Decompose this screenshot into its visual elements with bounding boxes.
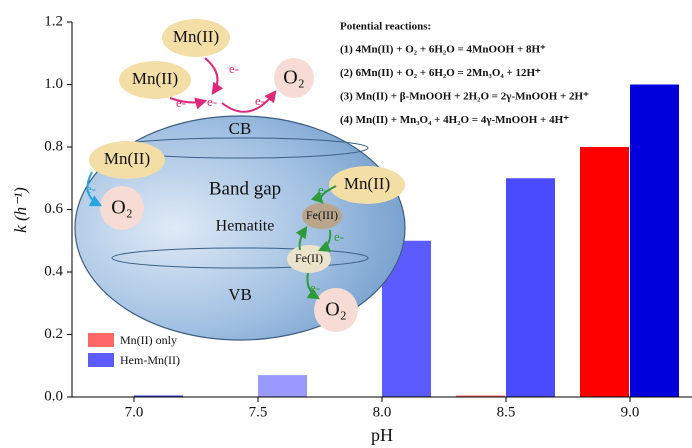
bar xyxy=(630,85,679,398)
y-tick-label: 1.0 xyxy=(44,76,63,92)
reaction: (1) 4Mn(II) + O₂ + 6H₂O = 4MnOOH + 8H⁺ xyxy=(340,44,546,56)
reaction: (3) Mn(II) + β-MnOOH + 2H₂O = 2γ-MnOOH +… xyxy=(340,91,589,103)
electron-label: e- xyxy=(255,93,265,108)
legend-label: Hem-Mn(II) xyxy=(120,353,180,367)
bar xyxy=(580,147,629,397)
arrow xyxy=(205,58,218,93)
o2-label: O₂ xyxy=(283,67,304,89)
reaction: (4) Mn(II) + Mn₃O₄ + 4H₂O = 4γ-MnOOH + 4… xyxy=(340,114,569,126)
x-tick-label: 9.0 xyxy=(621,404,640,420)
o2-label: O₂ xyxy=(325,299,346,321)
vb-label: VB xyxy=(228,285,252,304)
legend-swatch xyxy=(88,333,114,347)
y-tick-label: 0.0 xyxy=(44,388,63,404)
x-tick-label: 7.0 xyxy=(125,404,144,420)
x-axis-label: pH xyxy=(371,425,393,445)
y-tick-label: 0.6 xyxy=(44,201,63,217)
legend-swatch xyxy=(88,353,114,367)
hematite-label: Hematite xyxy=(216,218,275,235)
y-tick-label: 0.2 xyxy=(44,326,63,342)
mn-label: Mn(II) xyxy=(132,69,178,88)
electron-label: e- xyxy=(176,95,186,110)
electron-label: e- xyxy=(207,94,217,109)
electron-label: e- xyxy=(86,181,96,196)
bar xyxy=(258,375,307,397)
mn-label: Mn(II) xyxy=(104,149,150,168)
electron-label: e- xyxy=(334,229,344,244)
y-axis-label: k (h⁻¹) xyxy=(11,187,30,233)
band-gap-label: Band gap xyxy=(209,178,281,199)
cb-label: CB xyxy=(229,119,252,138)
reaction: (2) 6Mn(II) + O₂ + 6H₂O = 2Mn₃O₄ + 12H⁺ xyxy=(340,67,541,79)
electron-label: e- xyxy=(318,182,328,197)
x-tick-label: 7.5 xyxy=(249,404,268,420)
legend-label: Mn(II) only xyxy=(120,333,177,347)
fe2-label: Fe(II) xyxy=(295,251,323,265)
x-tick-label: 8.0 xyxy=(373,404,392,420)
y-tick-label: 0.4 xyxy=(44,263,63,279)
reactions-title: Potential reactions: xyxy=(340,21,431,33)
y-tick-label: 1.2 xyxy=(44,13,63,29)
bar xyxy=(506,178,555,397)
y-tick-label: 0.8 xyxy=(44,138,63,154)
x-tick-label: 8.5 xyxy=(497,404,516,420)
mn-label: Mn(II) xyxy=(173,27,219,46)
mn-label: Mn(II) xyxy=(344,174,390,193)
page: k (h⁻¹) pH 0.0 0.2 0.4 0.6 0.8 1.0 1.2 7.0 7.5 8.… xyxy=(0,0,692,448)
fe3-label: Fe(III) xyxy=(306,208,338,222)
chart: k (h⁻¹) pH 0.0 0.2 0.4 0.6 0.8 1.0 1.2 7.0 7.5 8.… xyxy=(0,0,692,448)
arrow xyxy=(222,92,275,112)
electron-label: e- xyxy=(310,280,320,295)
electron-label: e- xyxy=(229,61,239,76)
o2-label: O₂ xyxy=(111,197,132,219)
